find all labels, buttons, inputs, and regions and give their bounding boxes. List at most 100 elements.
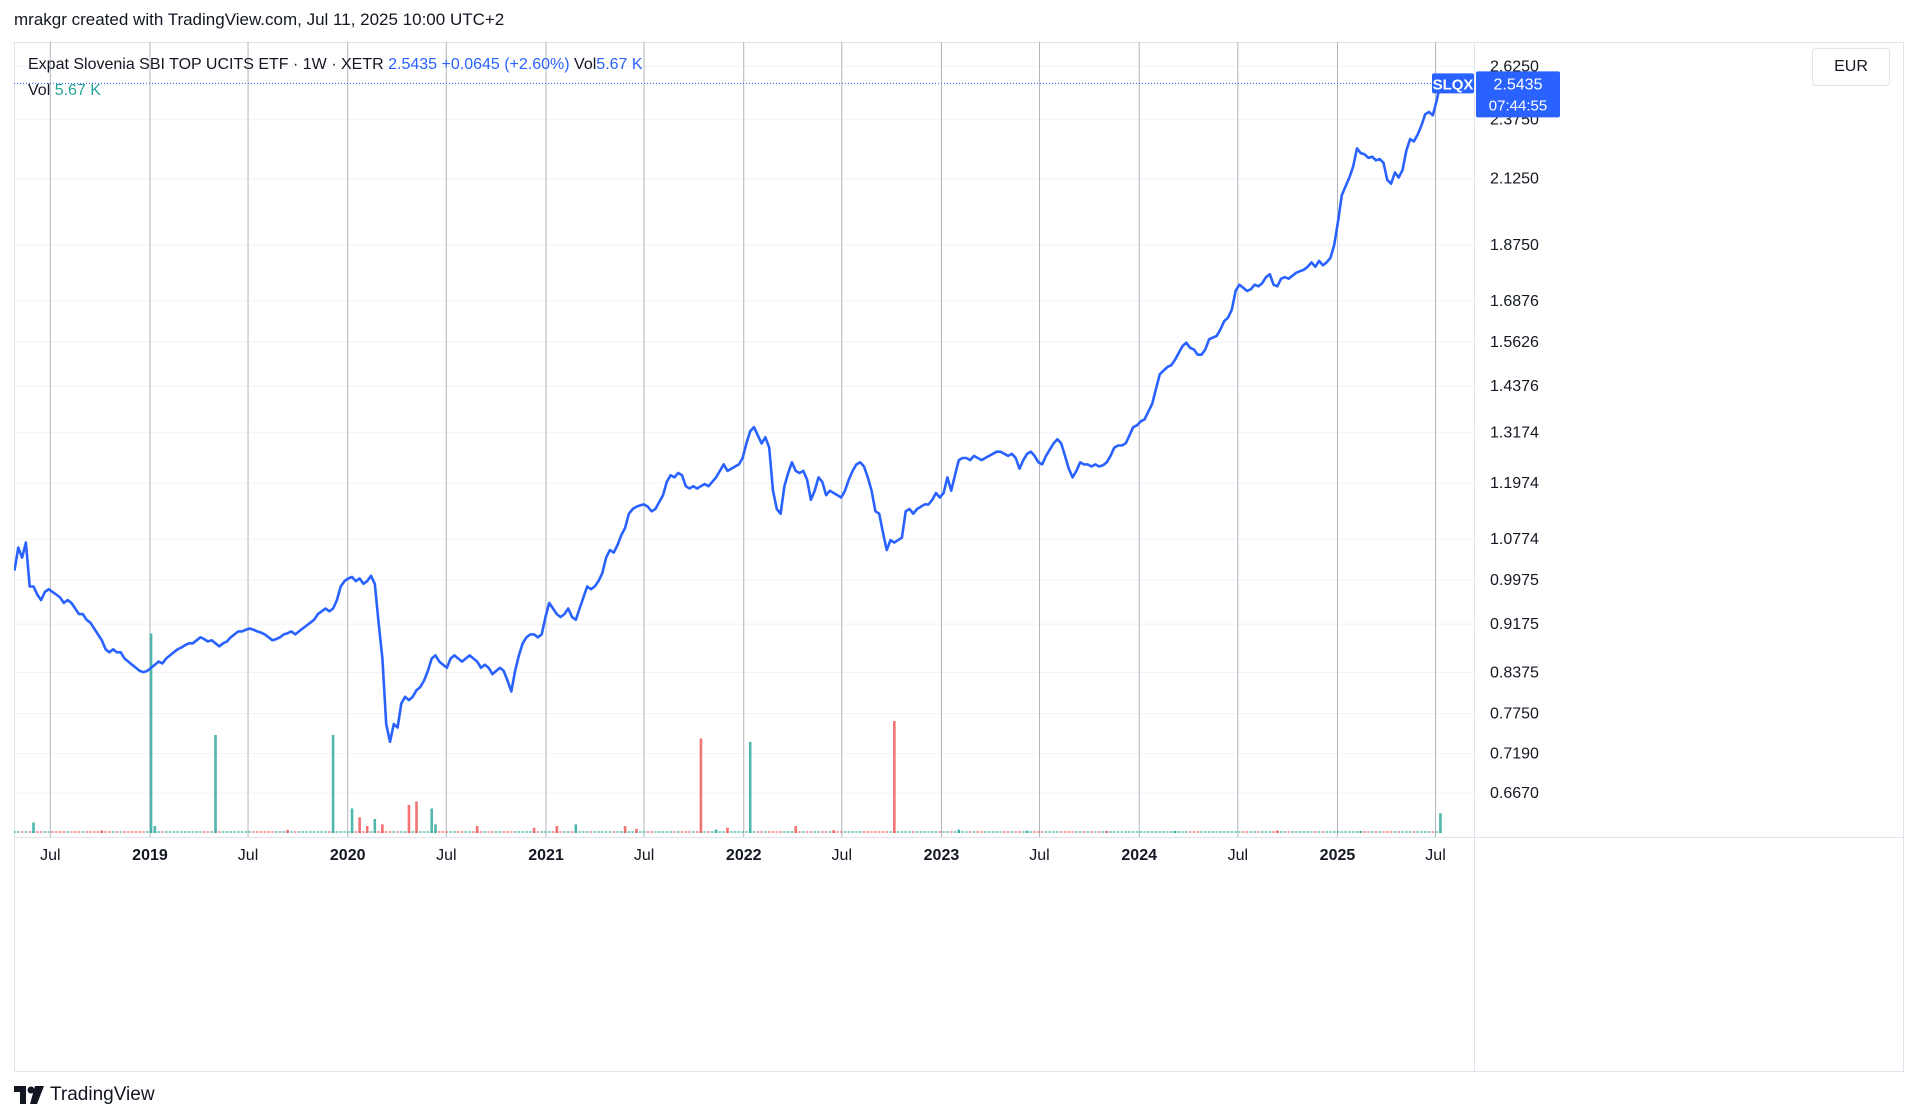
volume-bar-base bbox=[589, 831, 593, 833]
volume-bar-base bbox=[119, 831, 123, 833]
volume-bar bbox=[1025, 830, 1029, 833]
volume-bar-base bbox=[1177, 831, 1181, 833]
volume-bar-base bbox=[836, 831, 839, 833]
volume-bar-base bbox=[327, 831, 331, 833]
volume-bar-base bbox=[1241, 831, 1245, 833]
footer-logo[interactable]: TradingView bbox=[14, 1080, 155, 1110]
currency-button[interactable]: EUR bbox=[1812, 48, 1890, 86]
volume-bar-base bbox=[161, 831, 164, 833]
volume-bar-base bbox=[1348, 831, 1351, 833]
legend-symbol-title[interactable]: Expat Slovenia SBI TOP UCITS ETF · 1W · … bbox=[28, 56, 384, 73]
x-tick-label: 2020 bbox=[330, 847, 366, 864]
legend-vol-label[interactable]: Vol bbox=[28, 82, 51, 99]
volume-bar-base bbox=[396, 831, 399, 833]
volume-bar-base bbox=[1021, 831, 1025, 833]
chart-frame[interactable]: 2.6250 2.3750 2.1250 1.8750 1.6876 1.5626 1.43… bbox=[14, 42, 1904, 1072]
volume-bar-base bbox=[1283, 831, 1287, 833]
volume-bar-base bbox=[881, 831, 885, 833]
volume-bar-base bbox=[1264, 831, 1268, 833]
volume-bar bbox=[635, 828, 638, 833]
volume-bar-base bbox=[802, 831, 805, 833]
volume-bar-base bbox=[919, 831, 923, 833]
volume-bar-base bbox=[1120, 831, 1124, 833]
volume-bar-base bbox=[972, 831, 976, 833]
volume-bar-base bbox=[1112, 831, 1116, 833]
volume-bar-base bbox=[487, 831, 490, 833]
volume-bar-base bbox=[1260, 831, 1264, 833]
volume-bar-base bbox=[877, 831, 881, 833]
volume-bar-base bbox=[1374, 831, 1378, 833]
volume-bar-base bbox=[1067, 831, 1071, 833]
volume-bar-base bbox=[1355, 831, 1359, 833]
volume-bar-base bbox=[422, 831, 426, 833]
volume-bar-base bbox=[1094, 831, 1097, 833]
volume-bar-base bbox=[938, 831, 942, 833]
volume-bar-base bbox=[1222, 831, 1226, 833]
volume-bar-base bbox=[1268, 831, 1272, 833]
volume-bar-base bbox=[305, 831, 308, 833]
volume-bar-base bbox=[1063, 831, 1067, 833]
volume-bar bbox=[748, 742, 752, 833]
volume-bar-base bbox=[915, 831, 919, 833]
price-tag-countdown: 07:44:55 bbox=[1489, 97, 1547, 114]
volume-bar-base bbox=[324, 831, 327, 833]
volume-bar-base bbox=[494, 831, 498, 833]
volume-bar bbox=[415, 801, 418, 833]
volume-bar bbox=[1173, 830, 1177, 833]
volume-bar-base bbox=[870, 831, 873, 833]
volume-bar-base bbox=[1143, 831, 1146, 833]
volume-bar-base bbox=[642, 831, 646, 833]
volume-bar-base bbox=[54, 831, 58, 833]
y-tick-label: 0.7190 bbox=[1490, 745, 1539, 762]
volume-bar-base bbox=[862, 831, 866, 833]
volume-bar-base bbox=[168, 831, 172, 833]
y-tick-label: 1.0774 bbox=[1490, 531, 1539, 548]
volume-bar-base bbox=[1238, 831, 1241, 833]
volume-bar-base bbox=[718, 831, 722, 833]
volume-bar-base bbox=[320, 831, 324, 833]
volume-bar-base bbox=[191, 831, 195, 833]
volume-bar-base bbox=[1071, 831, 1074, 833]
volume-bar-base bbox=[786, 831, 790, 833]
volume-bar-base bbox=[1044, 831, 1048, 833]
volume-bar-base bbox=[1332, 831, 1336, 833]
volume-bar-base bbox=[585, 831, 589, 833]
volume-bar bbox=[358, 817, 361, 833]
volume-bar-base bbox=[400, 831, 403, 833]
volume-bar bbox=[365, 826, 369, 833]
volume-bar-base bbox=[1059, 831, 1063, 833]
volume-bar-base bbox=[684, 831, 688, 833]
volume-bar-base bbox=[1181, 831, 1184, 833]
volume-bar-base bbox=[115, 831, 119, 833]
volume-bar-base bbox=[657, 831, 661, 833]
volume-bar-base bbox=[20, 831, 24, 833]
volume-bar-base bbox=[866, 831, 870, 833]
volume-bar-base bbox=[1014, 831, 1017, 833]
chart-legend: Expat Slovenia SBI TOP UCITS ETF · 1W · … bbox=[28, 52, 643, 104]
volume-bar-base bbox=[24, 831, 28, 833]
volume-bar-base bbox=[824, 831, 828, 833]
volume-bar-base bbox=[1078, 831, 1082, 833]
volume-bar-base bbox=[820, 831, 824, 833]
volume-bar-base bbox=[783, 831, 786, 833]
volume-bar-base bbox=[369, 831, 373, 833]
legend-vol-value: 5.67 K bbox=[54, 82, 101, 99]
volume-bar-base bbox=[927, 831, 930, 833]
volume-bar-base bbox=[267, 831, 270, 833]
volume-bar-base bbox=[1291, 831, 1294, 833]
volume-bar-base bbox=[1003, 831, 1006, 833]
volume-bar-base bbox=[703, 831, 707, 833]
volume-bar-base bbox=[707, 831, 710, 833]
x-tick-label: 2025 bbox=[1320, 847, 1356, 864]
volume-bar-base bbox=[339, 831, 342, 833]
price-chart[interactable]: 2.62502.37502.12501.87501.68761.56261.43… bbox=[14, 42, 1904, 1072]
volume-bar bbox=[350, 808, 354, 833]
volume-bar-base bbox=[756, 831, 760, 833]
volume-bar bbox=[957, 829, 961, 833]
volume-bar-base bbox=[180, 831, 183, 833]
volume-bar bbox=[331, 735, 335, 833]
volume-bar-base bbox=[760, 831, 763, 833]
volume-bar-base bbox=[851, 831, 854, 833]
volume-bar-base bbox=[255, 831, 259, 833]
x-tick-label: Jul bbox=[238, 847, 258, 864]
